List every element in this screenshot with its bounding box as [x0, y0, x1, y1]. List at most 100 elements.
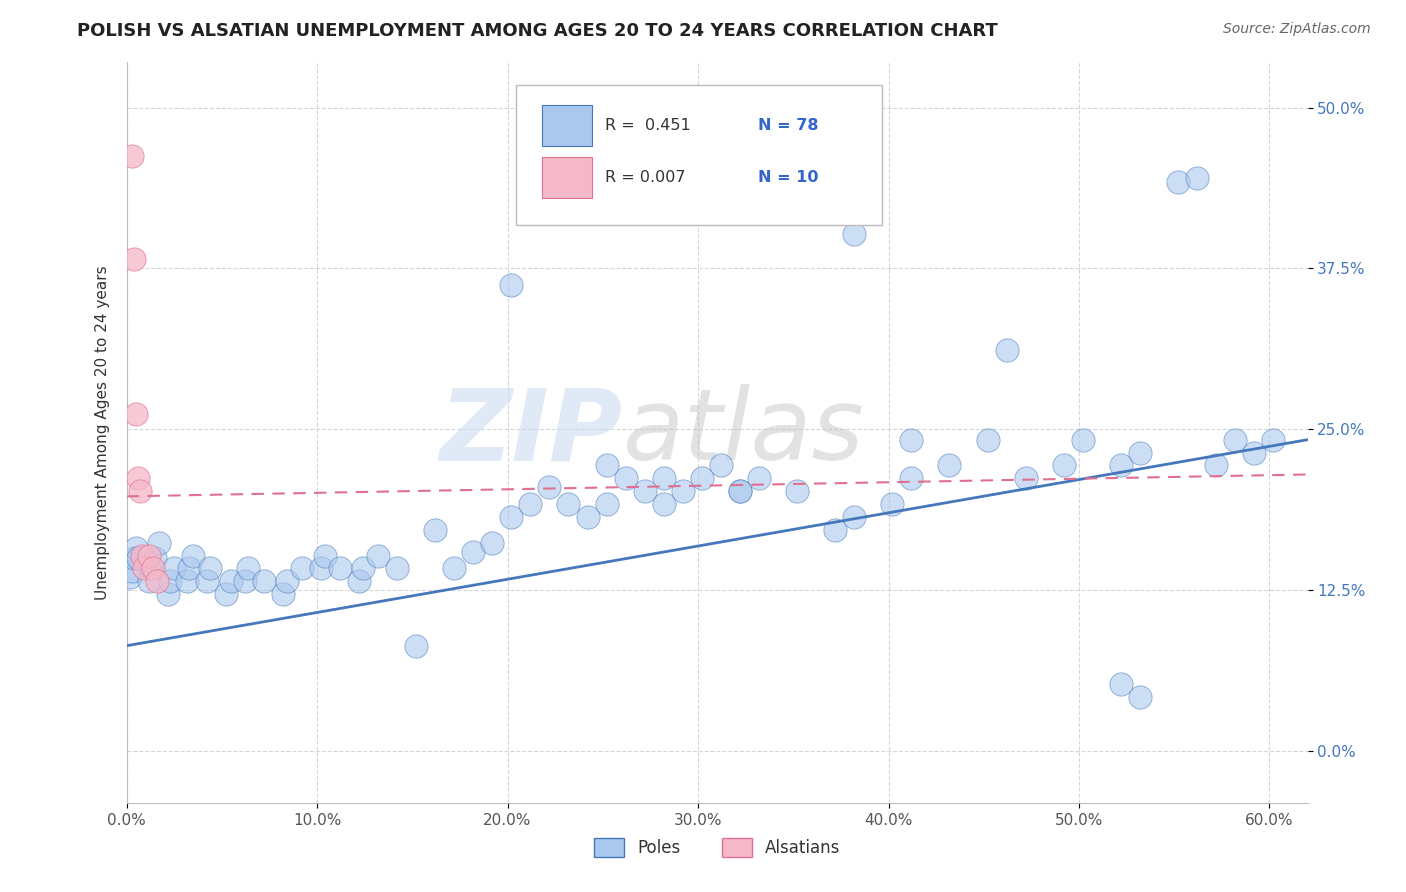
- Point: [463, 545, 485, 559]
- Point: [314, 549, 336, 563]
- Text: R =  0.451: R = 0.451: [605, 118, 690, 133]
- Point: [127, 551, 149, 566]
- Point: [128, 484, 150, 499]
- Point: [1243, 445, 1265, 459]
- Point: [900, 471, 922, 485]
- Point: [882, 497, 904, 511]
- Legend: Poles, Alsatians: Poles, Alsatians: [593, 838, 841, 857]
- Point: [844, 227, 866, 241]
- Point: [938, 458, 960, 473]
- Y-axis label: Unemployment Among Ages 20 to 24 years: Unemployment Among Ages 20 to 24 years: [94, 265, 110, 600]
- Point: [728, 484, 751, 499]
- Point: [176, 574, 198, 589]
- Point: [309, 561, 332, 575]
- Point: [179, 561, 201, 575]
- Point: [1129, 690, 1152, 705]
- Point: [995, 343, 1018, 357]
- Point: [221, 574, 243, 589]
- Text: R = 0.007: R = 0.007: [605, 169, 685, 185]
- Point: [131, 549, 153, 563]
- Point: [538, 480, 561, 494]
- Point: [138, 549, 160, 563]
- Point: [233, 574, 256, 589]
- Point: [238, 561, 260, 575]
- Point: [1225, 433, 1247, 447]
- Point: [276, 574, 298, 589]
- Text: ZIP: ZIP: [440, 384, 623, 481]
- Point: [367, 549, 389, 563]
- Point: [122, 551, 145, 566]
- Point: [824, 523, 846, 537]
- Point: [385, 561, 408, 575]
- Point: [728, 484, 751, 499]
- Point: [405, 639, 427, 653]
- Point: [652, 471, 675, 485]
- Point: [138, 574, 160, 589]
- Point: [148, 535, 170, 549]
- Point: [253, 574, 276, 589]
- Point: [652, 497, 675, 511]
- Point: [1053, 458, 1076, 473]
- FancyBboxPatch shape: [543, 157, 592, 197]
- Point: [595, 458, 617, 473]
- Point: [141, 561, 163, 575]
- Point: [576, 510, 599, 524]
- Point: [125, 541, 148, 555]
- Point: [1071, 433, 1094, 447]
- Text: N = 10: N = 10: [758, 169, 818, 185]
- Point: [844, 510, 866, 524]
- FancyBboxPatch shape: [516, 85, 883, 226]
- Point: [1167, 175, 1189, 189]
- Point: [690, 471, 713, 485]
- Point: [976, 433, 998, 447]
- Point: [1014, 471, 1036, 485]
- Point: [121, 564, 143, 578]
- Point: [786, 484, 808, 499]
- Point: [1109, 458, 1132, 473]
- Point: [519, 497, 541, 511]
- Point: [595, 497, 617, 511]
- Point: [125, 407, 148, 421]
- Point: [291, 561, 314, 575]
- Point: [146, 574, 169, 589]
- Point: [1129, 445, 1152, 459]
- Point: [1205, 458, 1227, 473]
- Point: [121, 149, 143, 163]
- Point: [143, 551, 166, 566]
- Point: [142, 561, 165, 575]
- Point: [1109, 677, 1132, 691]
- Point: [1185, 171, 1208, 186]
- Point: [748, 471, 770, 485]
- Point: [122, 252, 145, 267]
- Point: [501, 510, 523, 524]
- Point: [481, 535, 503, 549]
- Point: [159, 574, 181, 589]
- Point: [634, 484, 657, 499]
- Point: [271, 587, 294, 601]
- Text: POLISH VS ALSATIAN UNEMPLOYMENT AMONG AGES 20 TO 24 YEARS CORRELATION CHART: POLISH VS ALSATIAN UNEMPLOYMENT AMONG AG…: [77, 22, 998, 40]
- Point: [127, 471, 149, 485]
- Point: [614, 471, 637, 485]
- Point: [443, 561, 465, 575]
- Point: [195, 574, 218, 589]
- Point: [1263, 433, 1285, 447]
- Point: [214, 587, 236, 601]
- Text: Source: ZipAtlas.com: Source: ZipAtlas.com: [1223, 22, 1371, 37]
- Point: [132, 561, 155, 575]
- Point: [501, 278, 523, 293]
- Text: atlas: atlas: [623, 384, 865, 481]
- Point: [423, 523, 446, 537]
- Text: N = 78: N = 78: [758, 118, 818, 133]
- Point: [157, 587, 180, 601]
- Point: [120, 570, 142, 584]
- Point: [557, 497, 579, 511]
- Point: [672, 484, 695, 499]
- Point: [163, 561, 186, 575]
- Point: [352, 561, 374, 575]
- FancyBboxPatch shape: [543, 105, 592, 145]
- Point: [710, 458, 733, 473]
- Point: [181, 549, 204, 563]
- Point: [200, 561, 222, 575]
- Point: [347, 574, 370, 589]
- Point: [329, 561, 352, 575]
